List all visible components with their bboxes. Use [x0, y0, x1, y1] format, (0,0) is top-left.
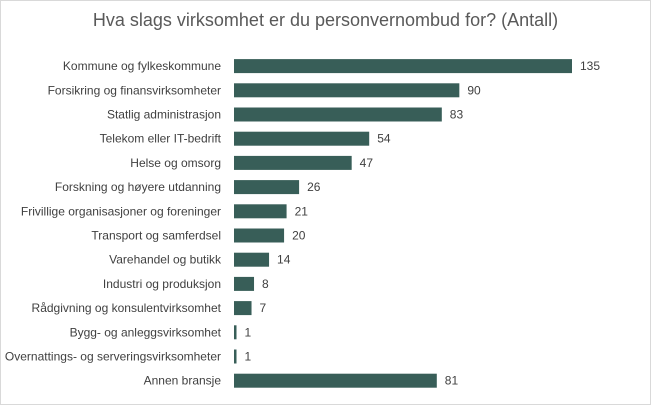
value-label: 90: [467, 83, 481, 97]
value-label: 1: [245, 350, 252, 364]
category-label: Forsikring og finansvirksomheter: [48, 83, 221, 97]
bar: [234, 155, 352, 170]
value-label: 54: [377, 132, 391, 146]
value-label: 8: [262, 277, 269, 291]
bar: [234, 373, 437, 388]
bar: [234, 131, 370, 146]
value-label: 1: [245, 325, 252, 339]
chart-title: Hva slags virksomhet er du personvernomb…: [92, 10, 559, 30]
bar: [234, 349, 237, 364]
value-label: 135: [580, 59, 600, 73]
bar: [234, 59, 572, 74]
bar: [234, 83, 460, 98]
category-label: Frivillige organisasjoner og foreninger: [21, 204, 221, 218]
bar: [234, 228, 285, 243]
value-label: 83: [450, 108, 464, 122]
bar: [234, 204, 287, 219]
bar: [234, 325, 237, 340]
value-label: 81: [445, 374, 459, 388]
category-label: Annen bransje: [144, 374, 222, 388]
value-label: 47: [360, 156, 374, 170]
bar: [234, 180, 300, 195]
category-label: Statlig administrasjon: [107, 108, 221, 122]
category-label: Transport og samferdsel: [91, 229, 221, 243]
value-label: 14: [277, 253, 291, 267]
bar: [234, 252, 270, 267]
category-label: Overnattings- og serveringsvirksomheter: [5, 350, 221, 364]
value-label: 7: [260, 301, 267, 315]
bar: [234, 301, 252, 316]
category-label: Telekom eller IT-bedrift: [100, 132, 222, 146]
category-label: Helse og omsorg: [130, 156, 221, 170]
value-label: 26: [307, 180, 321, 194]
category-label: Industri og produksjon: [103, 277, 221, 291]
category-label: Forskning og høyere utdanning: [55, 180, 221, 194]
category-label: Bygg- og anleggsvirksomhet: [70, 325, 222, 339]
bar: [234, 276, 255, 291]
category-label: Kommune og fylkeskommune: [63, 59, 221, 73]
category-label: Rådgivning og konsulentvirksomhet: [32, 301, 222, 315]
value-label: 21: [295, 204, 309, 218]
category-label: Varehandel og butikk: [109, 253, 222, 267]
value-label: 20: [292, 229, 306, 243]
bar: [234, 107, 442, 122]
